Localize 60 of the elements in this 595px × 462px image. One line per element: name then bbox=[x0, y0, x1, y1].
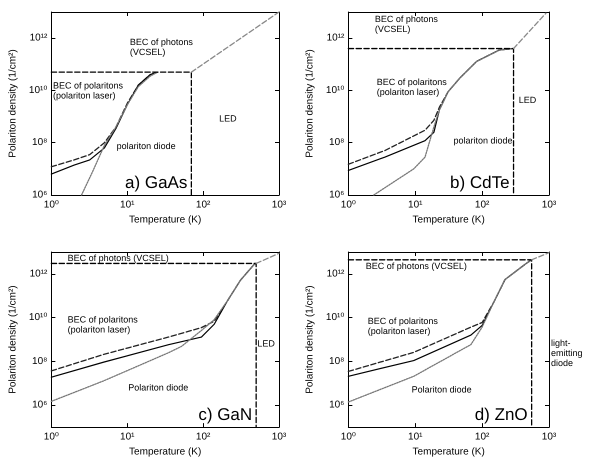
y-axis-title: Polariton density (1/cm²) bbox=[8, 49, 18, 158]
annotation: LED bbox=[518, 95, 537, 106]
y-tick-label: 10¹⁰ bbox=[326, 84, 344, 96]
y-tick-label: 10⁶ bbox=[329, 190, 344, 200]
y-tick-label: 10¹² bbox=[326, 268, 346, 280]
x-tick-label: 10³ bbox=[272, 200, 287, 210]
annotation: BEC of polaritons (polariton laser) bbox=[52, 80, 124, 101]
x-tick-label: 10³ bbox=[542, 200, 557, 210]
x-tick-label: 10¹ bbox=[120, 200, 136, 210]
y-axis-title: Polariton density (1/cm²) bbox=[304, 285, 316, 394]
y-tick-label: 10¹⁰ bbox=[28, 84, 48, 96]
annotation: LED bbox=[257, 338, 276, 349]
y-tick-label: 10⁸ bbox=[329, 137, 344, 148]
annotation: BEC of polaritons (polariton laser) bbox=[376, 76, 448, 97]
x-axis-title: Temperature (K) bbox=[129, 214, 202, 226]
y-tick-label: 10⁶ bbox=[329, 400, 344, 411]
x-tick-label: 10² bbox=[196, 432, 212, 443]
x-tick-label: 10³ bbox=[272, 432, 287, 443]
y-tick-label: 10¹² bbox=[30, 268, 48, 280]
y-tick-label: 10⁸ bbox=[32, 137, 48, 148]
y-tick-label: 10¹⁰ bbox=[326, 312, 344, 324]
y-tick-label: 10⁸ bbox=[32, 356, 48, 367]
x-axis-title: Temperature (K) bbox=[412, 214, 485, 226]
x-tick-label: 10⁰ bbox=[44, 200, 59, 210]
text: a) GaAs bbox=[125, 173, 188, 192]
annotation: BEC of photons (VCSEL) bbox=[68, 253, 169, 264]
x-tick-label: 10² bbox=[196, 200, 212, 210]
x-axis-title: Temperature (K) bbox=[412, 446, 485, 458]
annotation: BEC of photons (VCSEL) bbox=[374, 14, 438, 34]
y-tick-label: 10⁸ bbox=[329, 356, 344, 367]
text: d) ZnO bbox=[474, 405, 528, 424]
annotation: BEC of photons (VCSEL) bbox=[130, 36, 194, 57]
x-tick-label: 10⁰ bbox=[44, 432, 59, 443]
annotation: BEC of polaritons (polariton laser) bbox=[368, 316, 438, 336]
text: light- emitting diode bbox=[551, 338, 583, 368]
y-axis-title: Polariton density (1/cm²) bbox=[8, 285, 18, 394]
annotation: Polariton diode bbox=[128, 382, 188, 392]
x-tick-label: 10² bbox=[474, 200, 490, 210]
y-tick-label: 10⁶ bbox=[32, 400, 48, 411]
text: b) CdTe bbox=[450, 173, 510, 192]
x-tick-label: 10¹ bbox=[408, 200, 424, 210]
x-tick-label: 10² bbox=[474, 432, 490, 443]
annotation: BEC of photons (VCSEL) bbox=[366, 261, 467, 272]
annotation: LED bbox=[219, 114, 238, 124]
x-tick-label: 10¹ bbox=[408, 432, 424, 443]
y-tick-label: 10¹² bbox=[30, 32, 48, 44]
x-tick-label: 10¹ bbox=[120, 432, 136, 443]
annotation: polariton diode bbox=[453, 135, 512, 146]
x-tick-label: 10³ bbox=[542, 432, 557, 443]
annotation: Polariton diode bbox=[412, 384, 472, 395]
text: c) GaN bbox=[198, 405, 252, 424]
x-axis-title: Temperature (K) bbox=[129, 446, 202, 458]
annotation: polariton diode bbox=[116, 140, 176, 151]
y-tick-label: 10¹² bbox=[326, 32, 346, 44]
y-tick-label: 10¹⁰ bbox=[28, 312, 48, 324]
y-tick-label: 10⁶ bbox=[32, 190, 48, 200]
y-axis-title: Polariton density (1/cm²) bbox=[304, 49, 316, 158]
x-tick-label: 10⁰ bbox=[340, 432, 356, 443]
annotation: BEC of polaritons (polariton laser) bbox=[68, 314, 138, 335]
x-tick-label: 10⁰ bbox=[340, 200, 356, 210]
